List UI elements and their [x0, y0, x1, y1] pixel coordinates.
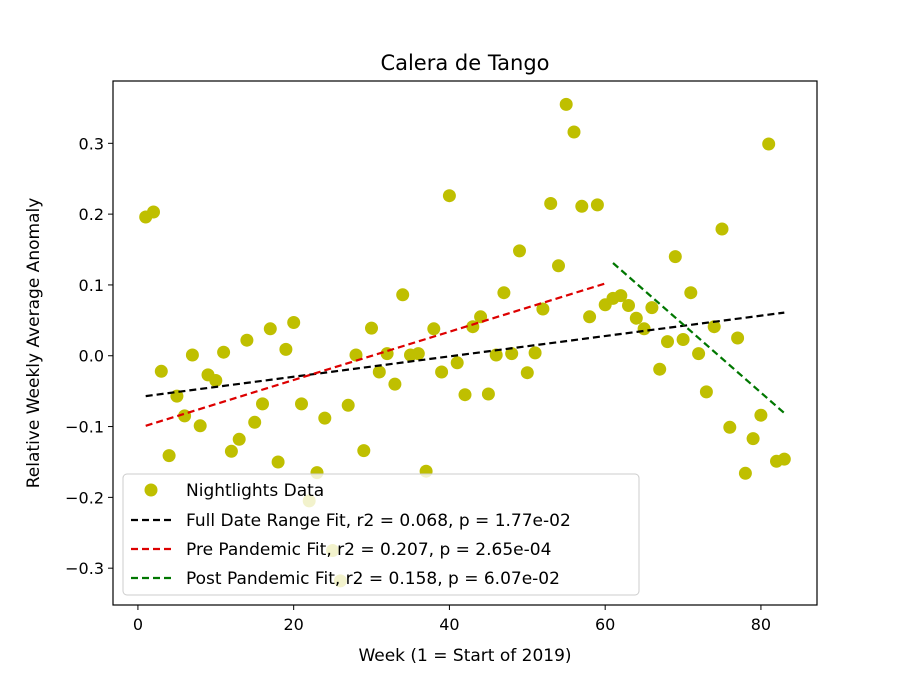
data-point	[777, 452, 791, 466]
data-point	[629, 311, 643, 325]
data-point	[287, 316, 301, 329]
legend-label-full-fit: Full Date Range Fit, r2 = 0.068, p = 1.7…	[186, 511, 571, 531]
legend-marker-nightlights	[144, 483, 158, 497]
data-point	[653, 362, 667, 376]
data-point	[279, 342, 293, 356]
data-point	[256, 397, 269, 411]
data-point	[435, 365, 449, 379]
data-point	[489, 348, 503, 362]
data-point	[442, 189, 456, 203]
y-tick-label: 0.2	[79, 205, 104, 224]
data-point	[746, 432, 760, 446]
data-point	[185, 348, 199, 362]
data-point	[232, 432, 246, 446]
data-point	[661, 335, 674, 349]
data-point	[536, 302, 550, 316]
data-point	[193, 419, 207, 433]
plot-area	[139, 97, 791, 588]
x-tick-label: 20	[283, 615, 303, 634]
data-point	[575, 199, 589, 213]
data-point	[513, 244, 526, 258]
data-point	[668, 250, 682, 264]
data-point	[528, 346, 542, 360]
fit-line-1	[145, 311, 785, 398]
y-tick-label: 0.0	[79, 347, 104, 366]
x-tick-label: 40	[439, 615, 459, 634]
data-point	[637, 322, 651, 336]
data-point	[209, 374, 223, 387]
plot-frame	[112, 80, 818, 606]
data-point	[154, 364, 168, 378]
data-point	[676, 333, 690, 346]
y-tick-label: −0.2	[65, 488, 104, 507]
data-point	[318, 411, 332, 425]
data-point	[458, 388, 472, 402]
data-point	[396, 288, 410, 302]
data-point	[147, 205, 160, 219]
x-tick-label: 80	[751, 615, 771, 634]
legend-label-post-fit: Post Pandemic Fit, r2 = 0.158, p = 6.07e…	[186, 569, 560, 589]
data-point	[552, 259, 565, 273]
data-point	[692, 347, 706, 361]
y-tick-label: −0.1	[65, 418, 104, 437]
data-point	[295, 397, 308, 411]
y-tick-label: −0.3	[65, 559, 104, 578]
chart-title: Calera de Tango	[380, 51, 549, 75]
data-point	[590, 198, 604, 212]
data-point	[754, 408, 768, 422]
legend: Nightlights Data Full Date Range Fit, r2…	[122, 473, 640, 596]
legend-label-pre-fit: Pre Pandemic Fit, r2 = 0.207, p = 2.65e-…	[186, 540, 551, 560]
data-point	[699, 385, 713, 399]
x-tick-label: 60	[595, 615, 615, 634]
legend-frame	[122, 473, 640, 596]
data-point	[349, 348, 363, 362]
data-point	[388, 377, 402, 391]
x-axis-label: Week (1 = Start of 2019)	[358, 646, 571, 666]
data-point	[567, 125, 581, 139]
data-point	[738, 466, 752, 480]
legend-label-nightlights: Nightlights Data	[186, 481, 324, 501]
data-point	[715, 222, 729, 236]
axes: 0 20 40 60 80 −0.3 −0.2 −0.1 0.0 0.1 0.2 0.3	[65, 80, 818, 634]
data-point	[341, 398, 355, 412]
data-point	[559, 97, 573, 111]
data-point	[520, 366, 534, 380]
data-point	[411, 347, 425, 361]
fit-line-3	[612, 262, 786, 414]
data-point	[357, 444, 371, 458]
data-point	[427, 322, 441, 336]
data-point	[162, 449, 176, 463]
data-point	[365, 321, 378, 335]
data-point	[450, 356, 464, 370]
data-point	[707, 320, 721, 334]
data-point	[723, 420, 737, 434]
data-point	[645, 301, 659, 315]
data-point	[481, 387, 495, 401]
data-point	[271, 455, 285, 469]
data-point	[263, 322, 277, 336]
y-axis-label: Relative Weekly Average Anomaly	[24, 198, 44, 489]
data-point	[614, 289, 628, 303]
data-point	[583, 310, 597, 324]
y-tick-label: 0.1	[79, 276, 104, 295]
data-point	[372, 365, 386, 379]
y-tick-label: 0.3	[79, 134, 104, 153]
data-point	[762, 137, 776, 151]
data-point	[240, 333, 254, 347]
x-tick-label: 0	[133, 615, 143, 634]
data-point	[505, 347, 519, 361]
data-point	[248, 415, 262, 429]
data-point	[622, 299, 635, 312]
data-point	[544, 197, 558, 210]
data-point	[217, 345, 231, 359]
data-point	[731, 331, 745, 345]
fit-line-2	[145, 282, 606, 427]
data-point	[684, 286, 698, 300]
data-point	[497, 286, 511, 300]
data-point	[224, 444, 238, 458]
